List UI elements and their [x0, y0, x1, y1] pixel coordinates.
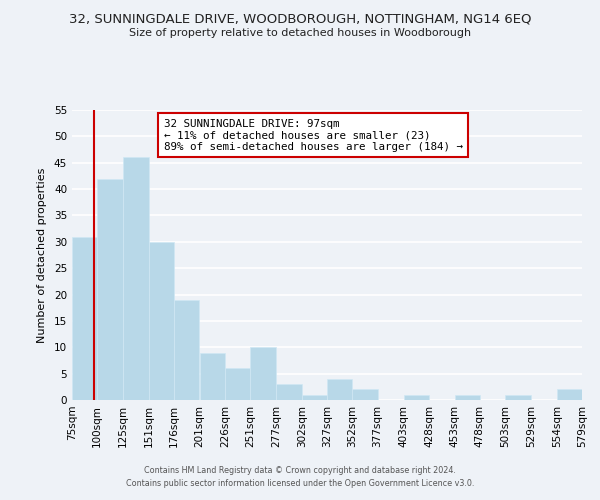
Bar: [455, 394, 480, 400]
Bar: [199, 352, 225, 400]
Text: Contains HM Land Registry data © Crown copyright and database right 2024.
Contai: Contains HM Land Registry data © Crown c…: [126, 466, 474, 487]
Bar: [352, 390, 377, 400]
Text: 32 SUNNINGDALE DRIVE: 97sqm
← 11% of detached houses are smaller (23)
89% of sem: 32 SUNNINGDALE DRIVE: 97sqm ← 11% of det…: [164, 118, 463, 152]
Bar: [250, 348, 277, 400]
Bar: [72, 236, 97, 400]
Bar: [277, 384, 302, 400]
Bar: [327, 379, 352, 400]
Bar: [225, 368, 250, 400]
Bar: [505, 394, 532, 400]
Bar: [302, 394, 327, 400]
Bar: [122, 158, 149, 400]
Bar: [97, 178, 122, 400]
Y-axis label: Number of detached properties: Number of detached properties: [37, 168, 47, 342]
Text: Size of property relative to detached houses in Woodborough: Size of property relative to detached ho…: [129, 28, 471, 38]
Text: 32, SUNNINGDALE DRIVE, WOODBOROUGH, NOTTINGHAM, NG14 6EQ: 32, SUNNINGDALE DRIVE, WOODBOROUGH, NOTT…: [69, 12, 531, 26]
Bar: [404, 394, 429, 400]
Bar: [174, 300, 199, 400]
Bar: [149, 242, 174, 400]
Bar: [557, 390, 582, 400]
